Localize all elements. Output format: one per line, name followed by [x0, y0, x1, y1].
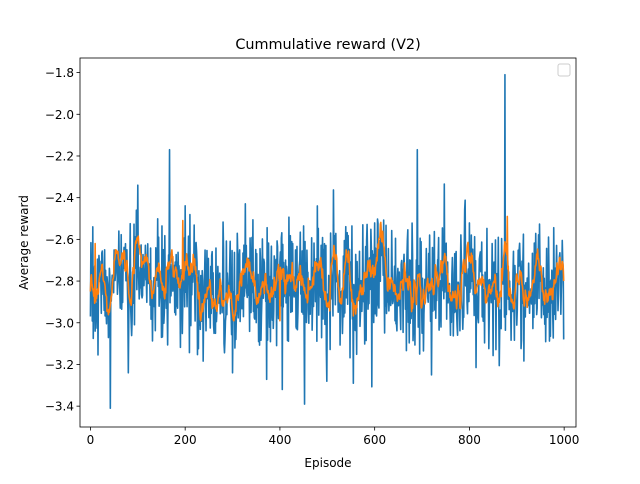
axes-frame [79, 57, 577, 428]
chart-title: Cummulative reward (V2) [235, 37, 420, 53]
x-tick-label: 0 [87, 433, 95, 447]
y-tick-label: −3.0 [45, 316, 74, 330]
x-axis-ticks: 0 200 400 600 800 1000 [87, 427, 580, 447]
y-tick-label: −2.8 [45, 275, 74, 289]
y-tick-label: −3.4 [45, 400, 74, 414]
y-tick-label: −3.2 [45, 358, 74, 372]
y-axis-label: Average reward [17, 195, 31, 290]
series-layer [89, 73, 565, 410]
y-tick-label: −1.8 [45, 66, 74, 80]
x-axis-label: Episode [304, 456, 351, 470]
y-tick-label: −2.6 [45, 233, 74, 247]
y-tick-label: −2.0 [45, 108, 74, 122]
legend-box [557, 63, 571, 77]
x-tick-label: 1000 [549, 433, 580, 447]
x-tick-label: 400 [268, 433, 291, 447]
x-tick-label: 600 [363, 433, 386, 447]
y-tick-label: −2.4 [45, 191, 74, 205]
x-tick-label: 200 [174, 433, 197, 447]
x-tick-label: 800 [458, 433, 481, 447]
y-axis-ticks: −3.4 −3.2 −3.0 −2.8 −2.6 −2.4 −2.2 −2.0 −1.8 [45, 66, 80, 414]
y-tick-label: −2.2 [45, 149, 74, 163]
series-smoothed-line [89, 215, 565, 322]
series-raw-line [89, 73, 565, 410]
